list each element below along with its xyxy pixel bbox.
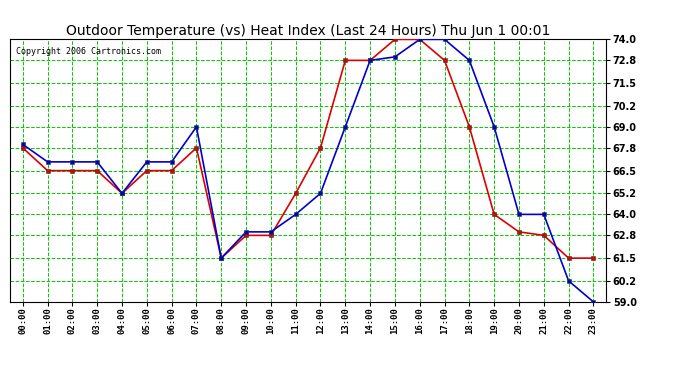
Text: Copyright 2006 Cartronics.com: Copyright 2006 Cartronics.com xyxy=(17,47,161,56)
Title: Outdoor Temperature (vs) Heat Index (Last 24 Hours) Thu Jun 1 00:01: Outdoor Temperature (vs) Heat Index (Las… xyxy=(66,24,550,38)
